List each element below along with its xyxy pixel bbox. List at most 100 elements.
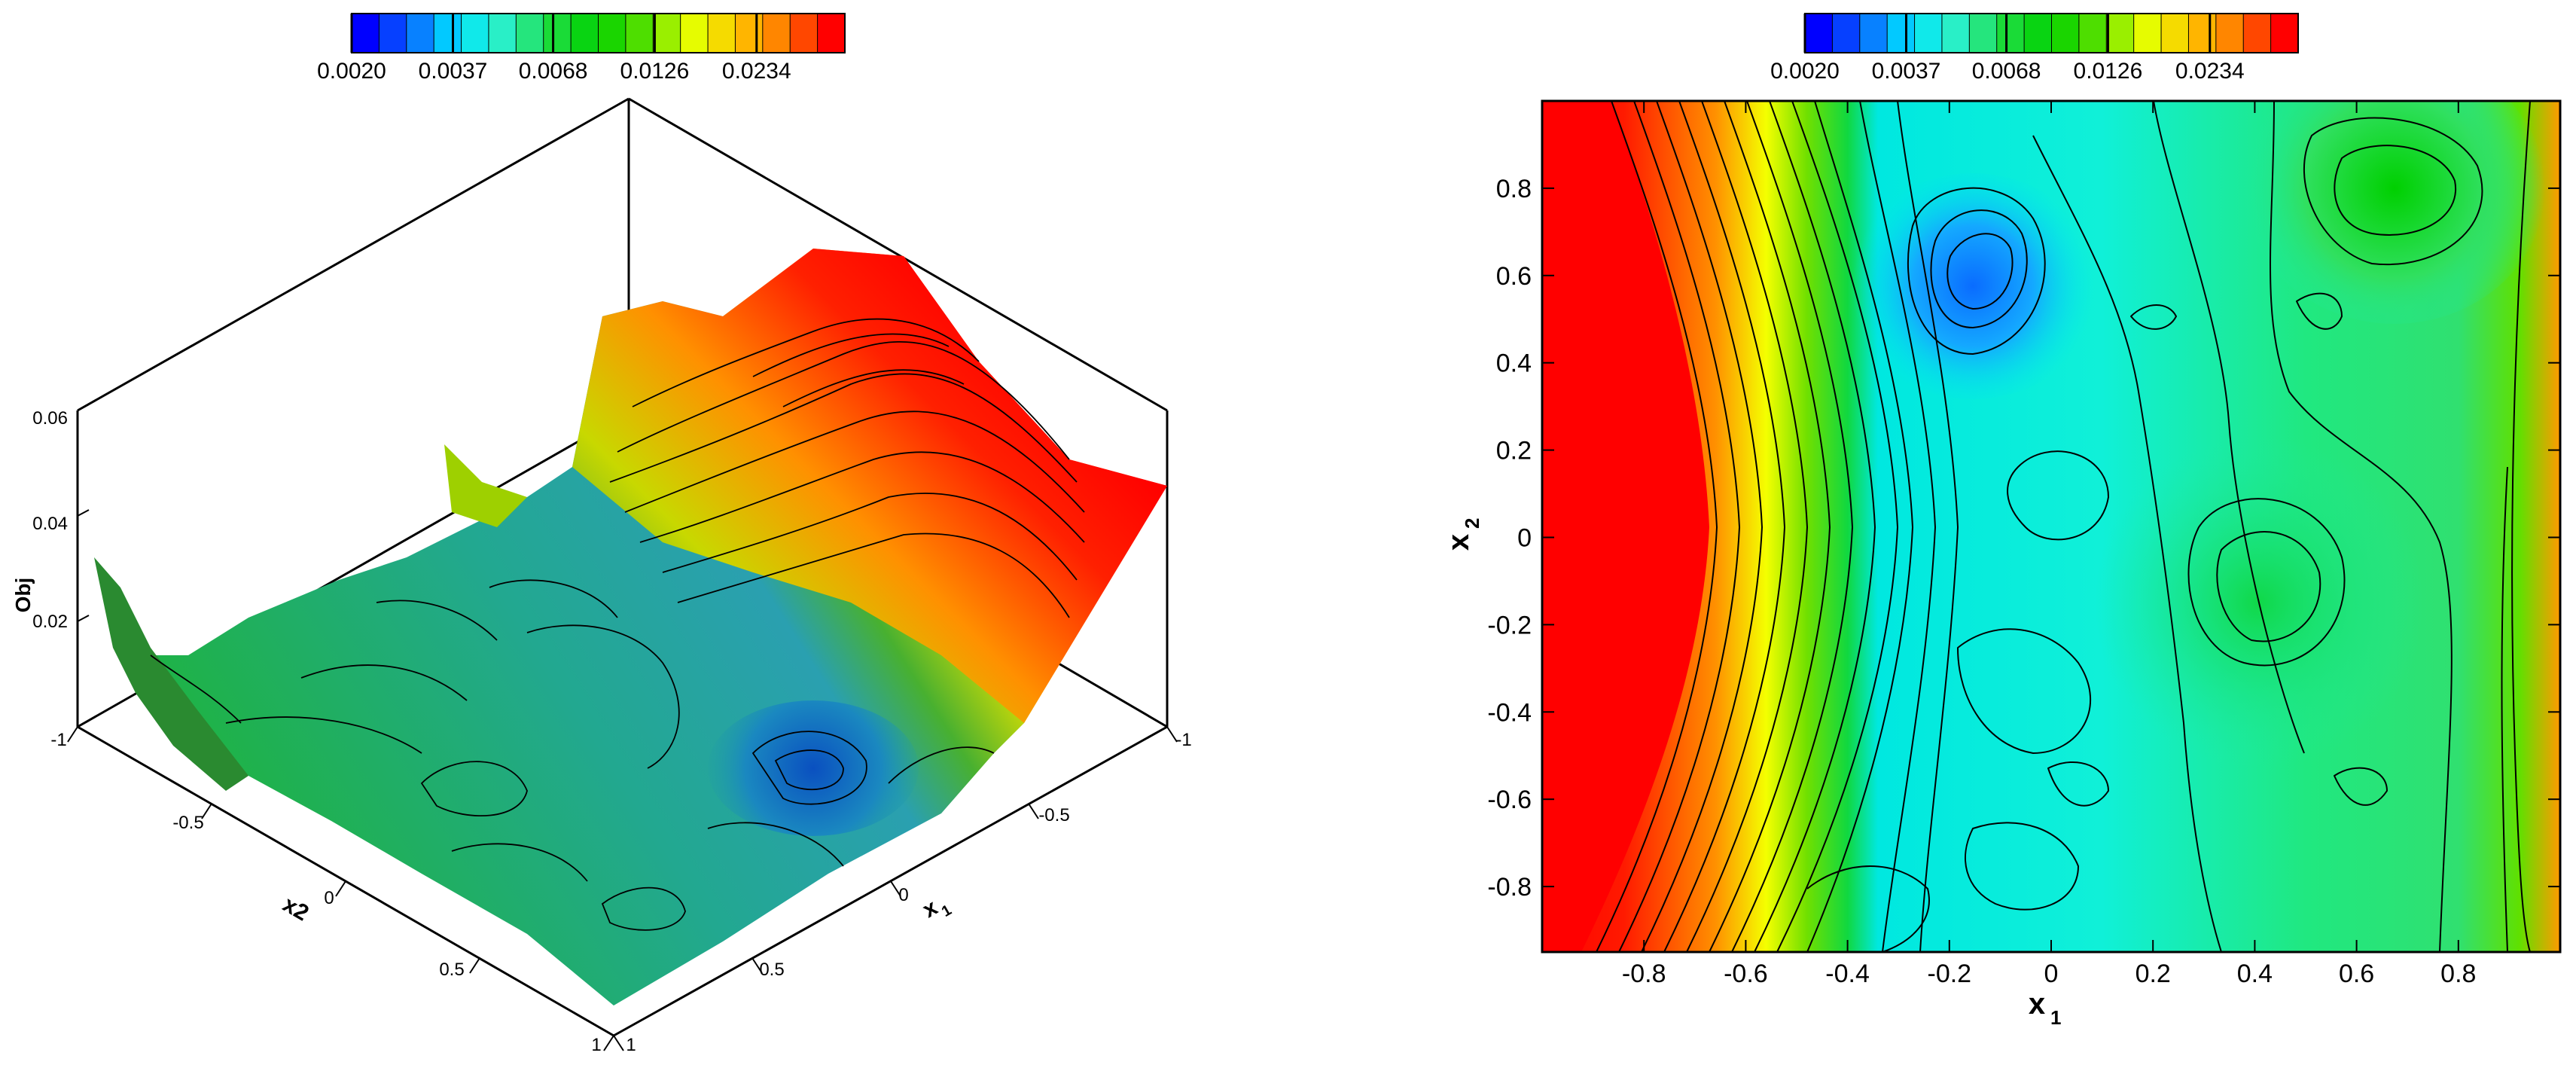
- x1-tick-label: 0.2: [2135, 960, 2171, 988]
- z-axis-label: Obj: [11, 578, 35, 613]
- colorbar-swatch: [488, 14, 517, 53]
- colorbar-tick-label: 0.0068: [519, 59, 588, 84]
- local-max-region: [2244, 101, 2545, 324]
- max-region: [1542, 101, 1709, 952]
- contour-axes: -0.8 -0.6 -0.4 -0.2 0 0.2 0.4 0.6 0.8 -0.8 -0.6 -0.…: [1487, 101, 2560, 988]
- x1-tick-label: 0.6: [2339, 960, 2374, 988]
- x2-tick-label: 0.6: [1496, 262, 1532, 291]
- contour-lines: [1596, 101, 2531, 952]
- colorbar-swatch: [1859, 14, 1888, 53]
- x1-tick-label: -0.2: [1928, 960, 1972, 988]
- x2-tick-label: -0.6: [1487, 786, 1532, 814]
- colorbar-swatch: [1832, 14, 1861, 53]
- svg-text:x: x: [2029, 987, 2045, 1021]
- x2-axis-label: x 2: [1442, 518, 1483, 551]
- colorbar-swatch: [2051, 14, 2080, 53]
- colorbar-swatch: [735, 14, 764, 53]
- svg-text:1: 1: [939, 902, 955, 920]
- colorbar-tick-label: 0.0037: [1872, 59, 1941, 84]
- colorbar-swatch: [2270, 14, 2299, 53]
- colorbar-tick-label: 0.0037: [419, 59, 488, 84]
- x1-tick-label: 0: [898, 885, 908, 905]
- colorbar-swatch: [2133, 14, 2162, 53]
- colorbar-tick-label: 0.0020: [317, 59, 386, 84]
- colorbar-swatch: [2078, 14, 2107, 53]
- colorbar-swatch: [2024, 14, 2052, 53]
- colorbar-swatch: [625, 14, 654, 53]
- colorbar-swatch: [406, 14, 434, 53]
- x1-tick-label: -0.8: [1622, 960, 1666, 988]
- colorbar-tick-label: 0.0234: [722, 59, 791, 84]
- x2-tick-label: -0.2: [1487, 611, 1532, 639]
- colorbar-tick-label: 0.0020: [1770, 59, 1840, 84]
- colorbar-swatch: [352, 14, 380, 53]
- x1-tick-label: 1: [626, 1035, 636, 1055]
- z-tick-label: 0.04: [32, 514, 68, 534]
- x2-tick-label: -0.8: [1487, 873, 1532, 902]
- colorbar-swatch: [680, 14, 709, 53]
- colorbar-swatch: [543, 14, 572, 53]
- colorbar-swatch: [708, 14, 736, 53]
- colorbar-swatch: [434, 14, 462, 53]
- colorbar-swatch: [1969, 14, 1998, 53]
- min-region: [1845, 173, 2101, 399]
- colorbar-swatch: [2106, 14, 2135, 53]
- z-axis: 0.02 0.04 0.06 Obj: [11, 404, 90, 728]
- svg-text:2: 2: [1461, 518, 1483, 529]
- colorbar-swatch: [653, 14, 681, 53]
- x1-tick-label: 0.4: [2237, 960, 2273, 988]
- colorbar-left: 0.0020 0.0037 0.0068 0.0126 0.0234: [317, 13, 846, 84]
- x1-tick-label: -0.6: [1724, 960, 1768, 988]
- svg-text:x: x: [919, 895, 942, 923]
- colorbar-tick-label: 0.0234: [2175, 59, 2245, 84]
- colorbar-swatch: [1887, 14, 1916, 53]
- x1-axis-label-3d: x 1: [919, 895, 955, 923]
- x2-tick-label: 0: [324, 888, 334, 908]
- colorbar-swatch: [1914, 14, 1943, 53]
- colorbar-swatch: [461, 14, 489, 53]
- colorbar-swatch: [1805, 14, 1833, 53]
- x1-tick-label: -0.5: [1038, 805, 1069, 825]
- x1-tick-label: -0.4: [1825, 960, 1870, 988]
- colorbar-swatch: [2243, 14, 2272, 53]
- colorbar-swatch: [2215, 14, 2244, 53]
- x2-tick-label: 0: [1517, 523, 1532, 552]
- svg-text:1: 1: [2050, 1006, 2061, 1029]
- colorbar-tick-label: 0.0126: [620, 59, 690, 84]
- svg-text:x: x: [1442, 534, 1475, 551]
- colorbar-swatch: [598, 14, 626, 53]
- colorbar-swatch: [516, 14, 544, 53]
- colorbar-tick-label: 0.0068: [1972, 59, 2041, 84]
- colorbar-swatch: [379, 14, 407, 53]
- x2-tick-label: 0.5: [439, 960, 464, 980]
- x2-tick-label: 0.4: [1496, 349, 1532, 378]
- colorbar-swatch: [817, 14, 846, 53]
- colorbar-swatch: [2161, 14, 2189, 53]
- colorbar-right: 0.0020 0.0037 0.0068 0.0126 0.0234: [1770, 13, 2299, 84]
- x1-axis-label: x 1: [2029, 987, 2062, 1029]
- colorbar-tick-label: 0.0126: [2074, 59, 2143, 84]
- x1-tick-label: -1: [1175, 730, 1191, 750]
- z-tick-label: 0.06: [32, 408, 68, 429]
- x2-axis-label: x2: [279, 892, 312, 926]
- colorbar-swatch: [571, 14, 599, 53]
- colorbar-swatch: [1941, 14, 1970, 53]
- surface-plot: 0.02 0.04 0.06 Obj -1 -0.5 0 0.5 1 x2: [11, 13, 1192, 1055]
- x2-tick-label: 1: [591, 1035, 601, 1055]
- x1-tick-label: 0.5: [759, 960, 784, 980]
- x2-tick-label: 0.8: [1496, 175, 1532, 203]
- colorbar-swatch: [2188, 14, 2217, 53]
- x2-tick-label: -0.4: [1487, 698, 1532, 727]
- x2-tick-label: -1: [50, 730, 66, 750]
- colorbar-swatch: [762, 14, 791, 53]
- x1-tick-label: 0.8: [2440, 960, 2476, 988]
- contour-plot: -0.8 -0.6 -0.4 -0.2 0 0.2 0.4 0.6 0.8 -0.8 -0.6 -0.…: [1442, 13, 2562, 1029]
- surface-mesh: [94, 249, 1167, 1005]
- z-tick-label: 0.02: [32, 612, 68, 632]
- x2-tick-label: -0.5: [172, 813, 203, 833]
- colorbar-swatch: [790, 14, 819, 53]
- colorbar-swatch: [1996, 14, 2025, 53]
- x1-tick-label: 0: [2044, 960, 2059, 988]
- x2-tick-label: 0.2: [1496, 437, 1532, 465]
